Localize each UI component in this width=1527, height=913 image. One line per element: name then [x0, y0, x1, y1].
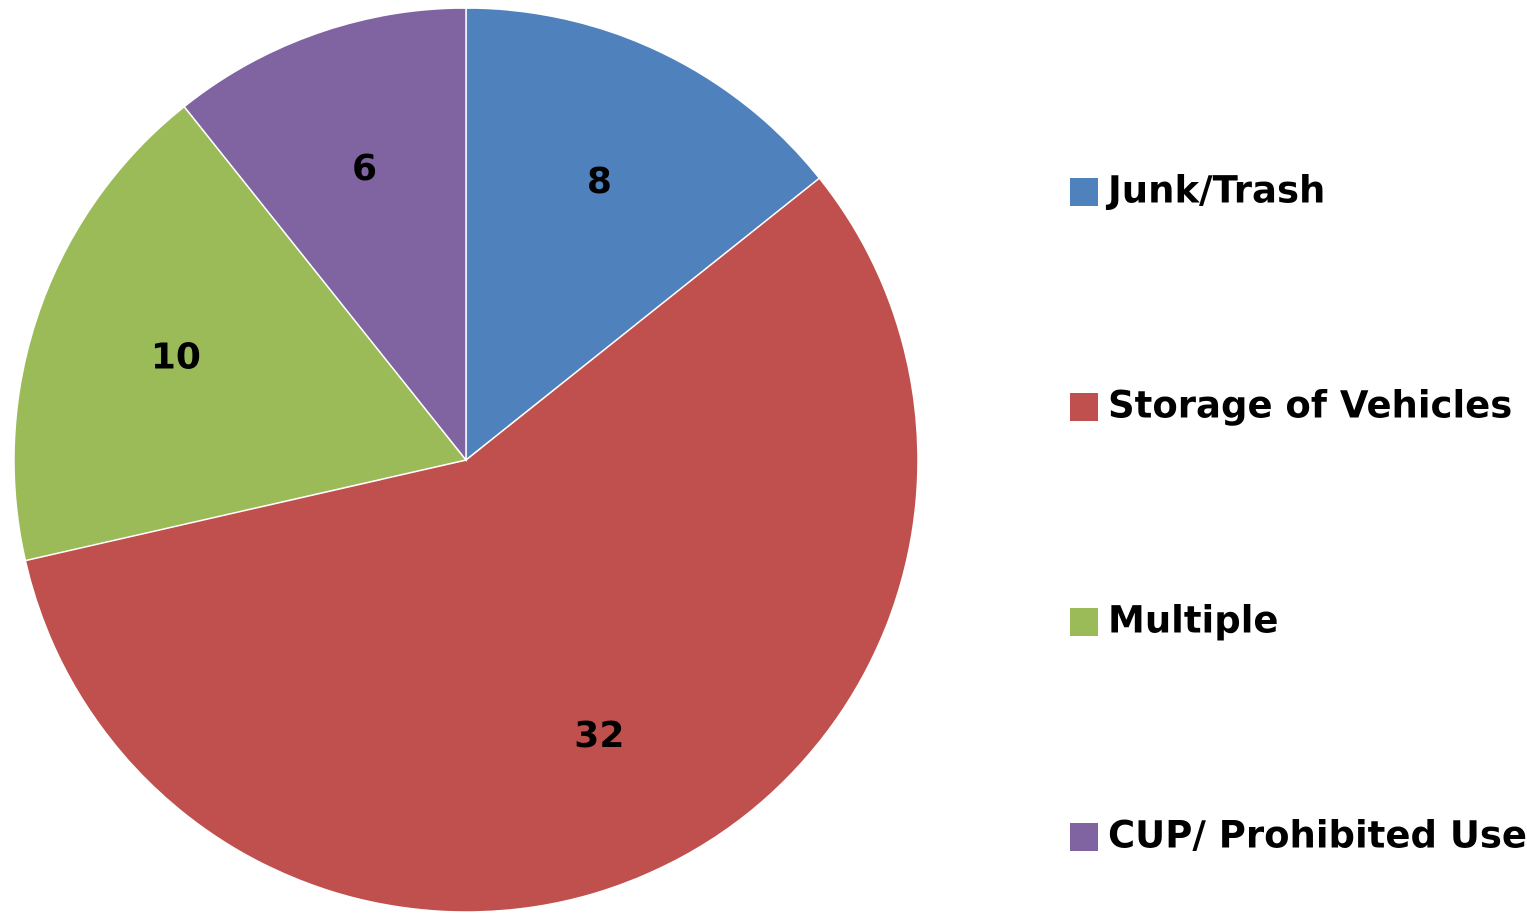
- legend-label: Multiple: [1108, 599, 1278, 642]
- data-label: 32: [574, 715, 624, 756]
- pie-slice: [24, 177, 919, 913]
- legend-label: Junk/Trash: [1105, 169, 1325, 212]
- legend-swatch: [1070, 178, 1098, 206]
- data-label: 8: [587, 161, 612, 202]
- legend-label: CUP/ Prohibited Use: [1108, 814, 1527, 857]
- legend-swatch: [1070, 608, 1098, 636]
- pie-slice: [183, 7, 467, 463]
- data-label: 10: [151, 336, 201, 377]
- pie-slice: [13, 105, 468, 562]
- data-label: 6: [352, 148, 377, 189]
- legend-label: Storage of Vehicles: [1108, 384, 1512, 427]
- pie-slice: [465, 7, 821, 462]
- legend-swatch: [1070, 393, 1098, 421]
- legend-swatch: [1070, 823, 1098, 851]
